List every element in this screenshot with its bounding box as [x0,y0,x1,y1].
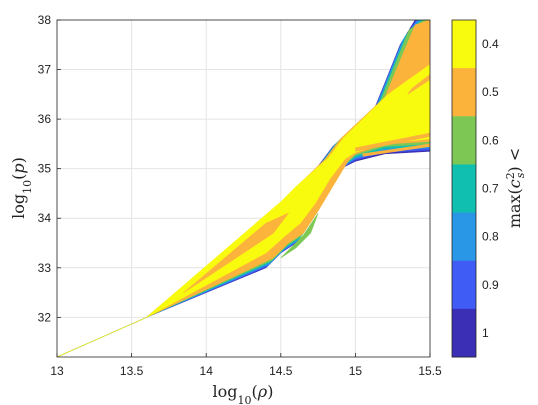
plot-area: 13 13.5 14 14.5 15 15.5 32 33 34 35 36 37 38 [38,13,442,378]
colorbar-swatch [452,68,476,117]
plot-background [57,20,430,357]
colorbar-tick-label: 0.7 [482,182,499,196]
y-tick-label: 38 [38,13,52,27]
axes-frame [56,19,431,358]
colorbar-swatch [452,116,476,165]
colorbar-tick-label: 0.6 [482,133,499,147]
x-tick-label: 14.5 [269,364,293,378]
colorbar-swatches [451,19,477,358]
streak-level-0-5 [407,74,430,95]
colorbar-swatch [452,260,476,310]
x-axis-ticks: 13 13.5 14 14.5 15 15.5 [50,353,442,378]
colorbar-tick-label: 0.5 [482,85,499,99]
x-tick-label: 15 [349,364,363,378]
x-axis-label: log10(ρ) [213,382,274,405]
colorbar-tick-label: 0.4 [482,37,499,51]
y-tick-label: 36 [38,112,52,126]
x-tick-label: 14 [200,364,214,378]
streak-level-0-5 [355,132,430,152]
x-tick-label: 13 [50,364,64,378]
streak-level-0-5 [362,143,430,157]
colorbar-swatch [452,20,476,69]
colorbar-swatch [452,164,476,214]
colorbar-tick-label: 0.8 [482,230,499,244]
colorbar-tick-label: 0.9 [482,278,499,292]
y-tick-label: 32 [38,310,52,324]
colorbar-frame [451,19,477,358]
colorbar-swatch [452,212,476,262]
streak-level-0-5 [414,31,430,60]
colorbar-label: max(c2s) < [504,148,527,228]
y-tick-label: 35 [38,162,52,176]
x-tick-label: 13.5 [120,364,144,378]
y-axis-ticks: 32 33 34 35 36 37 38 [38,13,61,324]
y-tick-label: 37 [38,63,52,77]
streak-level-0-6 [280,213,319,259]
colorbar-swatch [452,308,476,358]
colorbar: 0.4 0.5 0.6 0.7 0.8 0.9 1 max(c2s) < [451,19,527,358]
colorbar-tick-label: 1 [482,326,489,340]
y-tick-label: 33 [38,261,52,275]
y-axis-label: log10(p) [9,157,34,219]
streak-level-0-5 [183,212,290,293]
colorbar-ticks: 0.4 0.5 0.6 0.7 0.8 0.9 1 [482,37,499,340]
x-tick-label: 15.5 [418,364,442,378]
y-tick-label: 34 [38,211,52,225]
region-layer [57,20,430,357]
